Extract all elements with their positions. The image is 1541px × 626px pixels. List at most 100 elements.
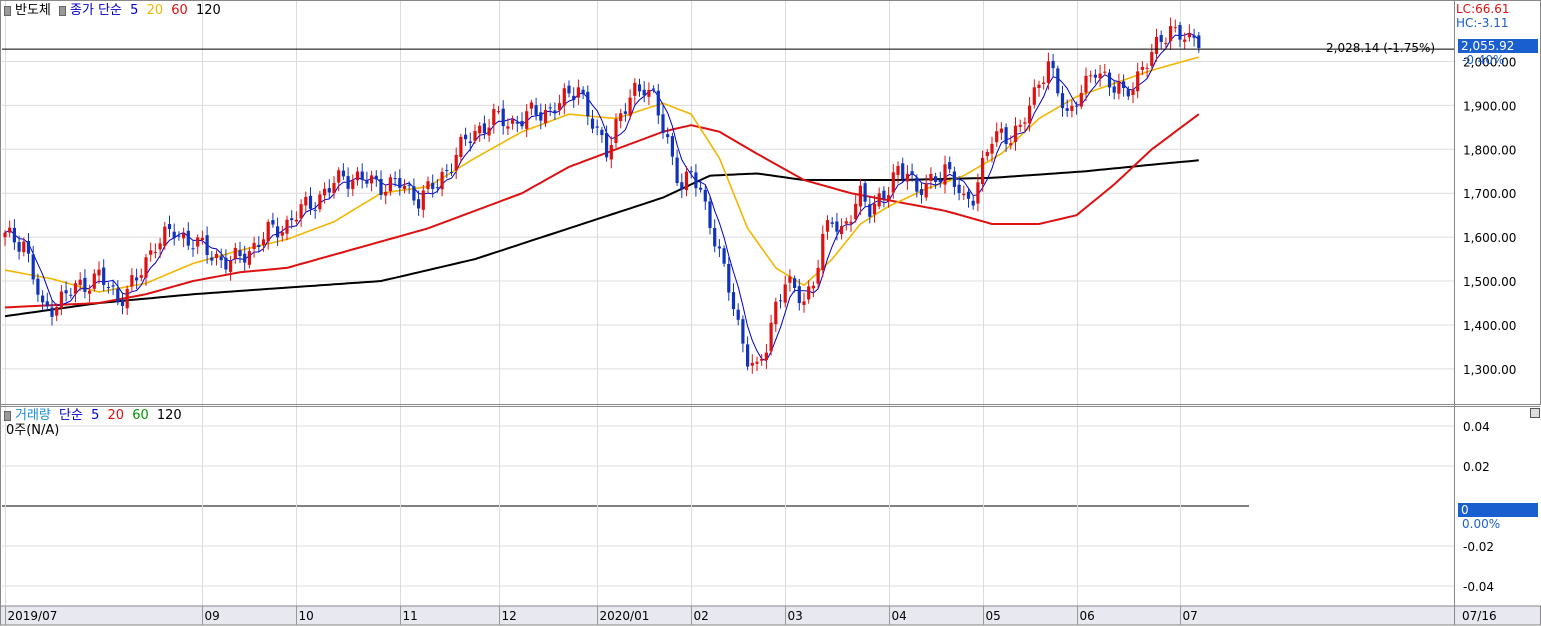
candle-body <box>680 182 684 190</box>
candle-body <box>374 175 378 180</box>
x-tick-label: 12 <box>502 609 517 623</box>
candle <box>163 221 167 250</box>
candle <box>1013 117 1018 151</box>
candle <box>229 255 233 281</box>
candle <box>327 179 331 200</box>
candle <box>619 108 623 129</box>
candle <box>708 195 712 235</box>
candle <box>990 136 994 163</box>
candle <box>1028 97 1032 132</box>
volume-legend: 거래량 단순 5 20 60 120 <box>4 408 186 423</box>
candle-body <box>825 220 830 232</box>
candle-body <box>370 175 374 184</box>
candle <box>219 248 223 269</box>
candle-body <box>1079 92 1083 107</box>
candle <box>454 147 458 180</box>
candle-body <box>985 151 989 157</box>
candle-body <box>821 233 825 270</box>
candle-body <box>8 227 12 233</box>
candle <box>407 181 411 194</box>
candle <box>243 245 247 271</box>
candle-body <box>525 111 529 129</box>
legend-toggle-icon[interactable] <box>4 410 11 421</box>
candle <box>1187 24 1191 42</box>
candle <box>313 202 317 219</box>
candle-body <box>496 111 501 113</box>
ma20-line <box>4 56 1200 293</box>
candle <box>214 250 219 266</box>
candle <box>210 251 214 266</box>
candle-body <box>840 226 844 235</box>
candle-body <box>656 90 660 116</box>
candle <box>1065 99 1069 117</box>
legend-toggle-icon[interactable] <box>4 5 11 16</box>
candle <box>445 164 449 179</box>
candle <box>525 104 529 138</box>
candle <box>139 268 143 282</box>
candle-body <box>172 231 176 239</box>
candle <box>1140 61 1144 76</box>
candle <box>337 167 341 192</box>
candle <box>872 195 877 223</box>
candle-body <box>802 301 806 305</box>
candle-body <box>731 292 736 310</box>
ma120-line <box>4 159 1199 318</box>
candle-body <box>196 237 200 247</box>
candle-body <box>1112 86 1116 93</box>
candle-body <box>529 102 533 109</box>
candle <box>402 179 407 194</box>
candle-body <box>224 257 228 270</box>
candle <box>1103 63 1107 76</box>
candle <box>520 112 524 130</box>
candle-body <box>999 128 1003 133</box>
candle-body <box>163 226 167 246</box>
x-tick-label: 04 <box>892 609 907 623</box>
x-tick-label: 2020/01 <box>600 609 650 623</box>
candle <box>576 79 580 106</box>
candle <box>12 219 16 250</box>
collapse-pane-icon[interactable] <box>1530 408 1540 418</box>
candle <box>482 115 486 140</box>
candle <box>877 187 881 210</box>
candle <box>1122 74 1126 97</box>
candle-body <box>417 199 421 209</box>
candle-body <box>1192 35 1196 38</box>
candle-body <box>1183 39 1187 42</box>
ma-toggle-icon[interactable] <box>59 5 67 16</box>
candle <box>261 232 266 252</box>
candle-body <box>661 114 665 134</box>
candle <box>976 173 980 212</box>
candle-body <box>210 257 214 261</box>
candle-body <box>877 193 881 207</box>
price-tick-label: 1,300.00 <box>1463 363 1516 377</box>
candle <box>703 185 707 210</box>
candle <box>548 103 552 116</box>
candle <box>943 155 947 194</box>
candle-body <box>581 89 585 95</box>
candle-body <box>576 87 580 98</box>
candle-body <box>543 109 548 124</box>
candle-body <box>788 276 792 283</box>
candle <box>224 249 228 274</box>
candle <box>421 184 425 218</box>
price-tick-label: 1,900.00 <box>1463 99 1516 113</box>
candle-body <box>200 237 204 240</box>
candle <box>299 199 303 227</box>
candle-body <box>26 241 31 254</box>
candle-body <box>572 95 576 101</box>
candle-body <box>764 352 768 361</box>
candle <box>172 223 176 246</box>
candle <box>1023 117 1027 131</box>
candle-body <box>3 232 7 238</box>
candle-body <box>308 195 313 209</box>
candle-body <box>1164 43 1168 45</box>
candle <box>1032 79 1036 109</box>
candle <box>614 113 618 148</box>
candle-body <box>41 295 45 303</box>
candle-body <box>1103 71 1107 73</box>
candle <box>1070 99 1074 118</box>
candle <box>901 157 905 182</box>
candle <box>304 191 308 212</box>
candle-body <box>722 248 726 264</box>
candle-body <box>699 187 703 190</box>
